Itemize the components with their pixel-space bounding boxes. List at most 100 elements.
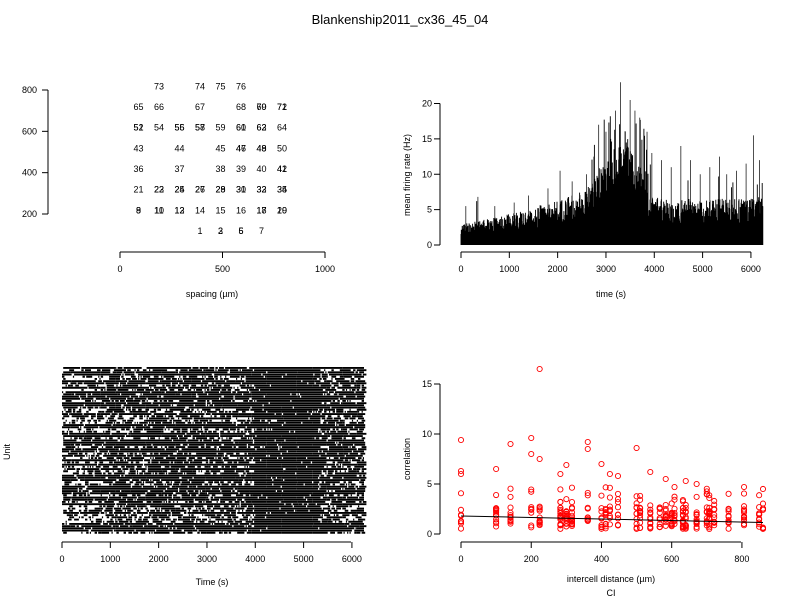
raster-x-tick-label: 1000 [100,554,120,564]
raster-x-tick-label: 0 [59,554,64,564]
correlation-point [602,525,609,532]
correlation-point [528,504,535,511]
firing-y-tick-label: 0 [427,240,432,250]
correlation-point [756,492,763,499]
correlation-point [528,522,535,529]
correlation-point [568,516,576,523]
firing-rate-trace [460,116,764,245]
correlation-point [740,483,748,491]
correlation-point [711,501,718,508]
electrode-label: 19 [277,205,287,215]
electrode-label: 25 [174,185,184,195]
correlation-point [614,511,622,518]
figure-title: Blankenship2011_cx36_45_04 [312,12,489,27]
correlation-point [614,472,622,480]
correlation-point [759,485,767,493]
electrode-label: 44 [174,143,184,153]
correlation-point [557,513,564,520]
correlation-point [656,523,663,530]
firing-x-tick-label: 4000 [644,264,664,274]
correlation-point [528,434,535,442]
layout-x-ticks: 0 500 1000 [117,252,335,274]
electrode-label: 61 [236,123,246,133]
correlation-point [457,470,465,478]
electrode-label: 35 [277,185,287,195]
electrode-label: 59 [215,123,225,133]
correlation-point [606,503,613,510]
correlation-point [637,504,644,511]
electrode-label: 47 [236,143,246,153]
correlation-point [568,484,576,491]
correlation-point [507,520,514,527]
correlation-point [584,504,591,511]
correlation-point [706,524,713,531]
correlation-point [493,520,500,527]
electrode-label: 8 [136,205,141,215]
correlation-point [671,513,678,520]
correlation-point [568,520,576,527]
correlation-point [584,438,591,446]
correlation-fit-line [460,515,764,523]
electrode-label: 18 [256,205,266,215]
electrode-label: 62 [256,123,266,133]
electrode-label: 55 [174,123,184,133]
layout-x-axis-label: spacing (µm) [186,289,238,299]
correlation-y-tick-label: 0 [427,529,432,539]
electrode-label: 40 [256,164,266,174]
firing-x-tick-label: 6000 [741,264,761,274]
correlation-point [706,494,713,502]
correlation-point [725,506,732,513]
correlation-point [740,506,748,513]
correlation-point [682,501,689,509]
raster-panel: 0 1000 2000 3000 4000 5000 6000 Time (s) Unit [2,367,367,587]
electrode-label: 27 [195,185,205,195]
firing-y-tick-label: 5 [427,205,432,215]
electrode-label: 57 [195,123,205,133]
correlation-point [662,506,669,513]
firing-rate-area [460,82,764,245]
correlation-point [457,436,465,444]
correlation-point [493,465,500,473]
correlation-point [584,492,591,499]
electrode-label: 43 [133,143,143,153]
raster-x-tick-label: 5000 [294,554,314,564]
correlation-point [756,521,763,528]
electrode-label: 11 [154,205,163,215]
correlation-y-ticks: 0 5 10 15 [422,379,440,539]
electrode-label: 24 [174,185,184,195]
firing-x-tick-label: 3000 [596,264,616,274]
correlation-point [528,524,535,531]
electrode-label: 2 [218,226,223,236]
electrode-label: 56 [174,123,184,133]
correlation-point [682,504,689,512]
correlation-point [671,505,678,512]
correlation-point [740,490,748,497]
electrode-label: 74 [195,81,205,91]
electrode-label: 30 [236,185,246,195]
correlation-point [536,455,543,463]
correlation-point [493,491,500,499]
correlation-point [584,514,591,521]
correlation-point [536,521,543,528]
correlation-panel: 0 5 10 15 0 200 400 600 800 intercell distance … [402,365,767,598]
correlation-point [606,512,613,520]
electrode-label: 26 [195,185,205,195]
correlation-point [507,485,514,492]
raster-spike-blocks [62,367,367,534]
electrode-label: 37 [174,164,184,174]
firing-x-axis-label: time (s) [596,289,626,299]
correlation-point [693,509,700,516]
firing-y-axis-label: mean firing rate (Hz) [402,134,412,216]
layout-x-tick-label: 1000 [315,264,335,274]
correlation-point [598,460,605,468]
correlation-point [759,524,767,531]
correlation-point [647,510,654,517]
electrode-label: 70 [256,102,266,112]
electrode-label: 28 [215,185,225,195]
correlation-point [682,514,689,521]
electrode-label: 69 [256,102,266,112]
correlation-point [602,511,609,518]
correlation-point [528,488,535,495]
